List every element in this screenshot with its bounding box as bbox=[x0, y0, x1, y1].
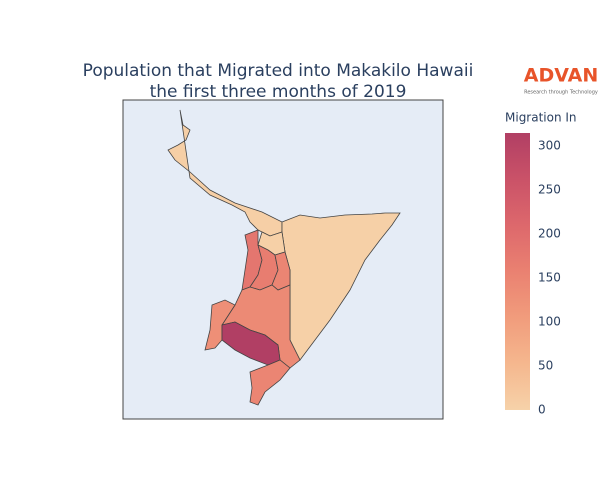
colorbar-tick-label: 200 bbox=[538, 227, 561, 241]
chart-title: the first three months of 2019 bbox=[150, 82, 407, 102]
region bbox=[249, 359, 291, 406]
colorbar-tick-label: 300 bbox=[538, 139, 561, 153]
colorbar-tick-label: 100 bbox=[538, 315, 561, 329]
logo: ADVAN bbox=[524, 65, 599, 87]
colorbar-tick-label: 0 bbox=[538, 403, 546, 417]
logo-tagline: Research through Technology bbox=[524, 90, 598, 96]
colorbar-tick-label: 250 bbox=[538, 183, 561, 197]
colorbar-title: Migration In bbox=[505, 111, 577, 125]
colorbar-tick-label: 150 bbox=[538, 271, 561, 285]
colorbar bbox=[505, 133, 530, 410]
region bbox=[167, 109, 283, 237]
chart-title: Population that Migrated into Makakilo H… bbox=[83, 61, 474, 81]
colorbar-tick-label: 50 bbox=[538, 359, 553, 373]
